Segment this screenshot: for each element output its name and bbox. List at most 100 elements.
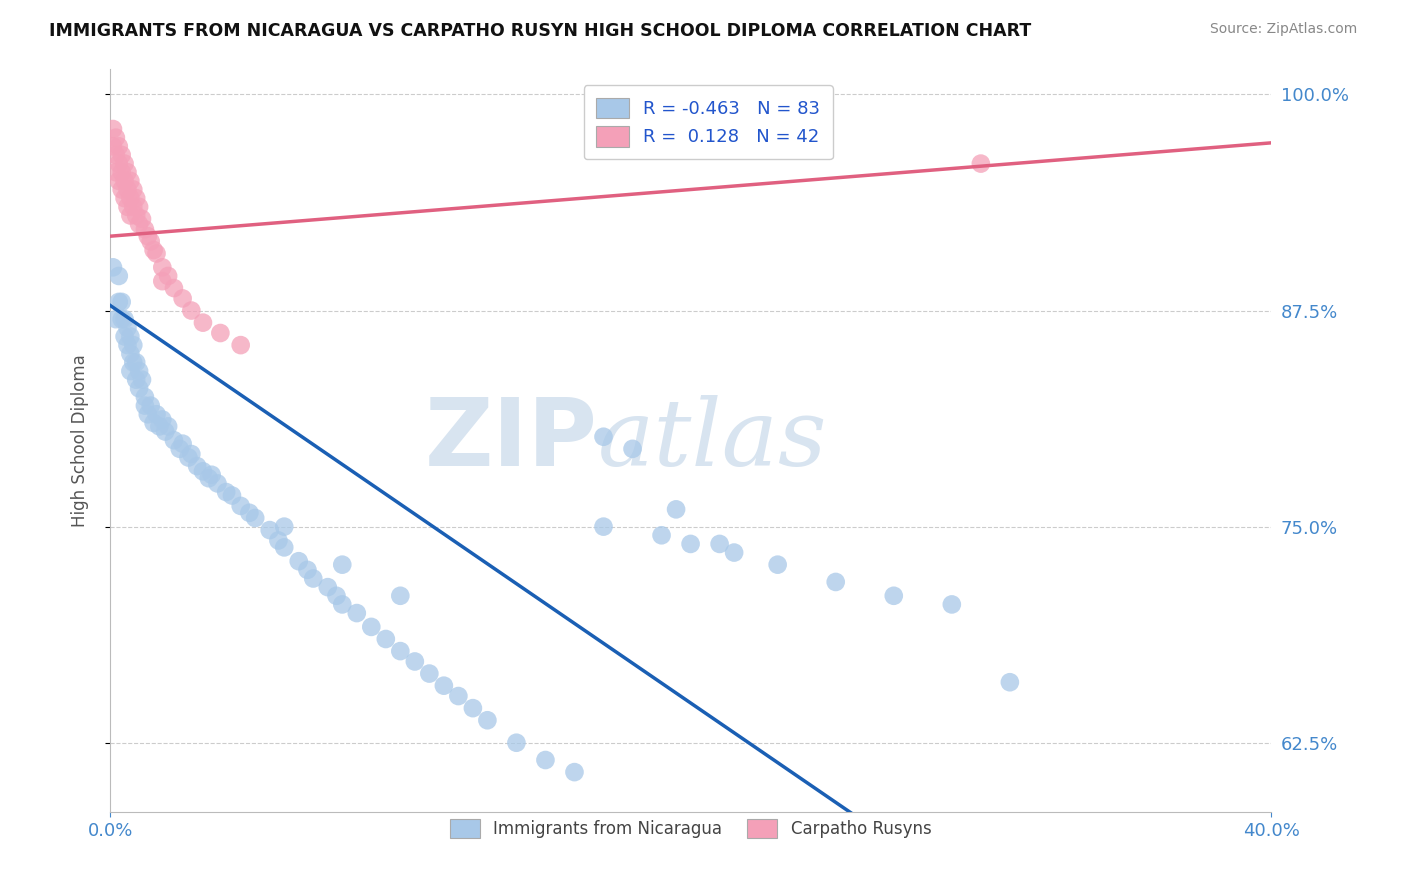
Point <box>360 620 382 634</box>
Point <box>824 574 846 589</box>
Point <box>564 765 586 780</box>
Point <box>191 316 214 330</box>
Point <box>117 165 139 179</box>
Point <box>238 506 260 520</box>
Point <box>117 182 139 196</box>
Point <box>229 338 252 352</box>
Point <box>139 399 162 413</box>
Point <box>172 292 194 306</box>
Point <box>259 523 281 537</box>
Point <box>148 419 170 434</box>
Point <box>766 558 789 572</box>
Point <box>111 165 134 179</box>
Point <box>215 485 238 500</box>
Point <box>114 191 136 205</box>
Point <box>287 554 309 568</box>
Point <box>330 598 353 612</box>
Point <box>155 425 177 439</box>
Point <box>447 689 470 703</box>
Point <box>157 268 180 283</box>
Point <box>245 511 267 525</box>
Point <box>180 303 202 318</box>
Point <box>111 312 134 326</box>
Point <box>134 222 156 236</box>
Point <box>229 499 252 513</box>
Point <box>389 644 412 658</box>
Point <box>191 464 214 478</box>
Point <box>117 200 139 214</box>
Point <box>177 450 200 465</box>
Point <box>316 580 339 594</box>
Point <box>120 329 142 343</box>
Point <box>207 476 229 491</box>
Point <box>197 471 219 485</box>
Point <box>122 355 145 369</box>
Point <box>120 347 142 361</box>
Point <box>970 156 993 170</box>
Point <box>273 519 295 533</box>
Text: Source: ZipAtlas.com: Source: ZipAtlas.com <box>1209 22 1357 37</box>
Point <box>101 122 124 136</box>
Y-axis label: High School Diploma: High School Diploma <box>72 354 89 526</box>
Point <box>139 235 162 249</box>
Point <box>131 211 153 226</box>
Point <box>114 174 136 188</box>
Point <box>104 165 127 179</box>
Point <box>111 294 134 309</box>
Point <box>107 174 129 188</box>
Point <box>136 229 159 244</box>
Point <box>131 373 153 387</box>
Point <box>150 260 173 275</box>
Point <box>998 675 1021 690</box>
Point <box>114 312 136 326</box>
Point <box>120 364 142 378</box>
Point <box>665 502 688 516</box>
Point <box>134 399 156 413</box>
Text: ZIP: ZIP <box>425 394 598 486</box>
Point <box>128 364 150 378</box>
Point <box>122 338 145 352</box>
Point <box>330 558 353 572</box>
Point <box>107 156 129 170</box>
Point <box>128 381 150 395</box>
Point <box>709 537 731 551</box>
Point <box>221 489 243 503</box>
Point <box>142 243 165 257</box>
Text: atlas: atlas <box>598 395 827 485</box>
Point <box>104 148 127 162</box>
Point <box>273 541 295 555</box>
Point <box>186 459 208 474</box>
Point <box>169 442 191 456</box>
Point <box>723 545 745 559</box>
Point <box>477 713 499 727</box>
Point <box>125 355 148 369</box>
Point <box>679 537 702 551</box>
Point <box>374 632 396 646</box>
Point <box>418 666 440 681</box>
Point <box>136 407 159 421</box>
Point <box>297 563 319 577</box>
Point <box>122 200 145 214</box>
Point <box>125 209 148 223</box>
Point <box>621 442 644 456</box>
Point <box>325 589 347 603</box>
Point <box>125 191 148 205</box>
Point <box>107 268 129 283</box>
Point <box>145 246 167 260</box>
Point <box>651 528 673 542</box>
Point <box>461 701 484 715</box>
Point <box>117 338 139 352</box>
Point <box>122 182 145 196</box>
Point <box>267 533 290 548</box>
Point <box>592 519 614 533</box>
Point <box>111 148 134 162</box>
Text: IMMIGRANTS FROM NICARAGUA VS CARPATHO RUSYN HIGH SCHOOL DIPLOMA CORRELATION CHAR: IMMIGRANTS FROM NICARAGUA VS CARPATHO RU… <box>49 22 1032 40</box>
Point <box>163 281 186 295</box>
Point <box>101 260 124 275</box>
Point <box>142 416 165 430</box>
Point <box>163 433 186 447</box>
Point <box>941 598 963 612</box>
Point <box>125 373 148 387</box>
Point <box>145 407 167 421</box>
Point <box>346 606 368 620</box>
